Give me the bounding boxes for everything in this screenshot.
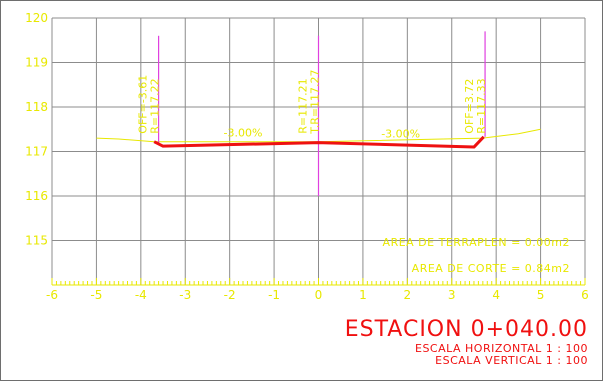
y-tick-label: 120 — [25, 11, 48, 25]
y-tick-label: 118 — [25, 100, 48, 114]
offset-markers: OFF=-3.61 R=117.22 R=117.21 T.R=117.27 OFF=3… — [137, 31, 488, 196]
slope-labels: -3.00% -3.00% — [224, 126, 421, 140]
offset-label: R=117.22 — [149, 78, 162, 133]
y-tick-label: 117 — [25, 145, 48, 159]
y-tick-label: 115 — [25, 234, 48, 248]
road-section — [153, 135, 485, 149]
escala-horizontal-label: ESCALA HORIZONTAL 1 : 100 — [415, 342, 588, 355]
slope-label: -3.00% — [381, 127, 420, 140]
area-terraplen-label: AREA DE TERRAPLEN = 0.00m2 — [383, 236, 570, 249]
x-tick-label: -3 — [179, 288, 191, 302]
offset-label: OFF=-3.61 — [137, 75, 150, 134]
x-tick-label: -2 — [224, 288, 236, 302]
offset-label: OFF=3.72 — [463, 79, 476, 134]
y-axis-labels: 115 116 117 118 119 120 — [25, 11, 48, 248]
estacion-label: ESTACION 0+040.00 — [345, 317, 588, 342]
x-tick-label: 3 — [448, 288, 456, 302]
escala-vertical-label: ESCALA VERTICAL 1 : 100 — [435, 354, 588, 367]
x-tick-label: -6 — [46, 288, 58, 302]
road-polyline — [153, 135, 485, 149]
y-tick-label: 119 — [25, 56, 48, 70]
x-tick-label: 5 — [537, 288, 545, 302]
offset-label: R=117.33 — [475, 78, 488, 133]
y-tick-label: 116 — [25, 189, 48, 203]
x-tick-label: 0 — [315, 288, 323, 302]
x-tick-label: -4 — [135, 288, 147, 302]
x-axis-labels: -6 -5 -4 -3 -2 -1 0 1 2 3 4 5 6 — [46, 288, 589, 302]
x-tick-label: 4 — [492, 288, 500, 302]
offset-label: R=117.21 — [297, 78, 310, 133]
x-tick-label: 6 — [581, 288, 589, 302]
x-tick-label: -5 — [90, 288, 102, 302]
slope-label: -3.00% — [224, 126, 263, 139]
x-tick-label: -1 — [268, 288, 280, 302]
x-tick-label: 2 — [404, 288, 412, 302]
x-axis — [51, 278, 586, 286]
area-corte-label: AREA DE CORTE = 0.84m2 — [412, 262, 570, 275]
x-tick-label: 1 — [359, 288, 367, 302]
offset-label: T.R=117.27 — [309, 69, 322, 134]
